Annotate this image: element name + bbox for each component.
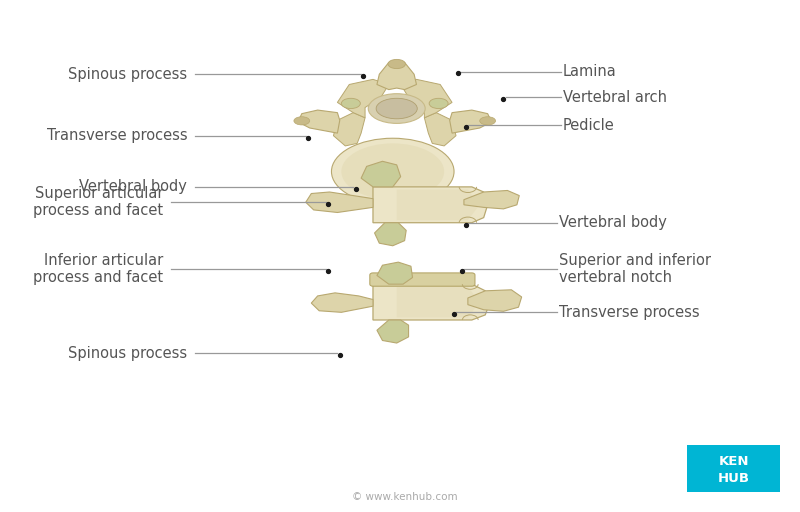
Ellipse shape xyxy=(376,98,418,119)
Ellipse shape xyxy=(388,59,406,69)
Polygon shape xyxy=(373,284,490,320)
Text: Vertebral body: Vertebral body xyxy=(559,215,666,230)
Polygon shape xyxy=(373,187,488,223)
Polygon shape xyxy=(397,287,480,317)
Ellipse shape xyxy=(342,143,444,200)
Polygon shape xyxy=(306,192,373,212)
Text: © www.kenhub.com: © www.kenhub.com xyxy=(352,492,458,502)
Polygon shape xyxy=(377,320,409,343)
Polygon shape xyxy=(377,60,417,90)
Ellipse shape xyxy=(480,117,495,125)
Text: Lamina: Lamina xyxy=(562,64,617,79)
Polygon shape xyxy=(377,262,413,284)
Polygon shape xyxy=(450,110,491,133)
Text: Inferior articular
process and facet: Inferior articular process and facet xyxy=(34,252,163,285)
FancyBboxPatch shape xyxy=(687,445,780,492)
Polygon shape xyxy=(338,79,389,118)
Polygon shape xyxy=(311,293,373,312)
Polygon shape xyxy=(374,223,406,246)
Ellipse shape xyxy=(368,94,425,123)
Text: Superior articular
process and facet: Superior articular process and facet xyxy=(34,186,163,219)
Text: Vertebral arch: Vertebral arch xyxy=(562,90,666,105)
Ellipse shape xyxy=(294,117,310,125)
Polygon shape xyxy=(464,190,519,209)
Polygon shape xyxy=(397,189,480,220)
Text: KEN: KEN xyxy=(718,455,749,468)
FancyBboxPatch shape xyxy=(370,273,475,286)
Text: Spinous process: Spinous process xyxy=(68,67,187,82)
Polygon shape xyxy=(334,113,365,146)
Polygon shape xyxy=(401,79,452,118)
Text: Spinous process: Spinous process xyxy=(68,346,187,361)
Polygon shape xyxy=(468,290,522,311)
Polygon shape xyxy=(361,161,401,187)
Ellipse shape xyxy=(331,138,454,205)
Text: Transverse process: Transverse process xyxy=(46,128,187,143)
Ellipse shape xyxy=(429,98,448,109)
Polygon shape xyxy=(424,113,456,146)
Text: Pedicle: Pedicle xyxy=(562,118,614,133)
Text: Superior and inferior
vertebral notch: Superior and inferior vertebral notch xyxy=(559,252,711,285)
Polygon shape xyxy=(298,110,340,133)
Ellipse shape xyxy=(342,98,360,109)
Text: HUB: HUB xyxy=(718,472,750,485)
Text: Vertebral body: Vertebral body xyxy=(79,179,187,195)
Text: Transverse process: Transverse process xyxy=(559,305,699,320)
